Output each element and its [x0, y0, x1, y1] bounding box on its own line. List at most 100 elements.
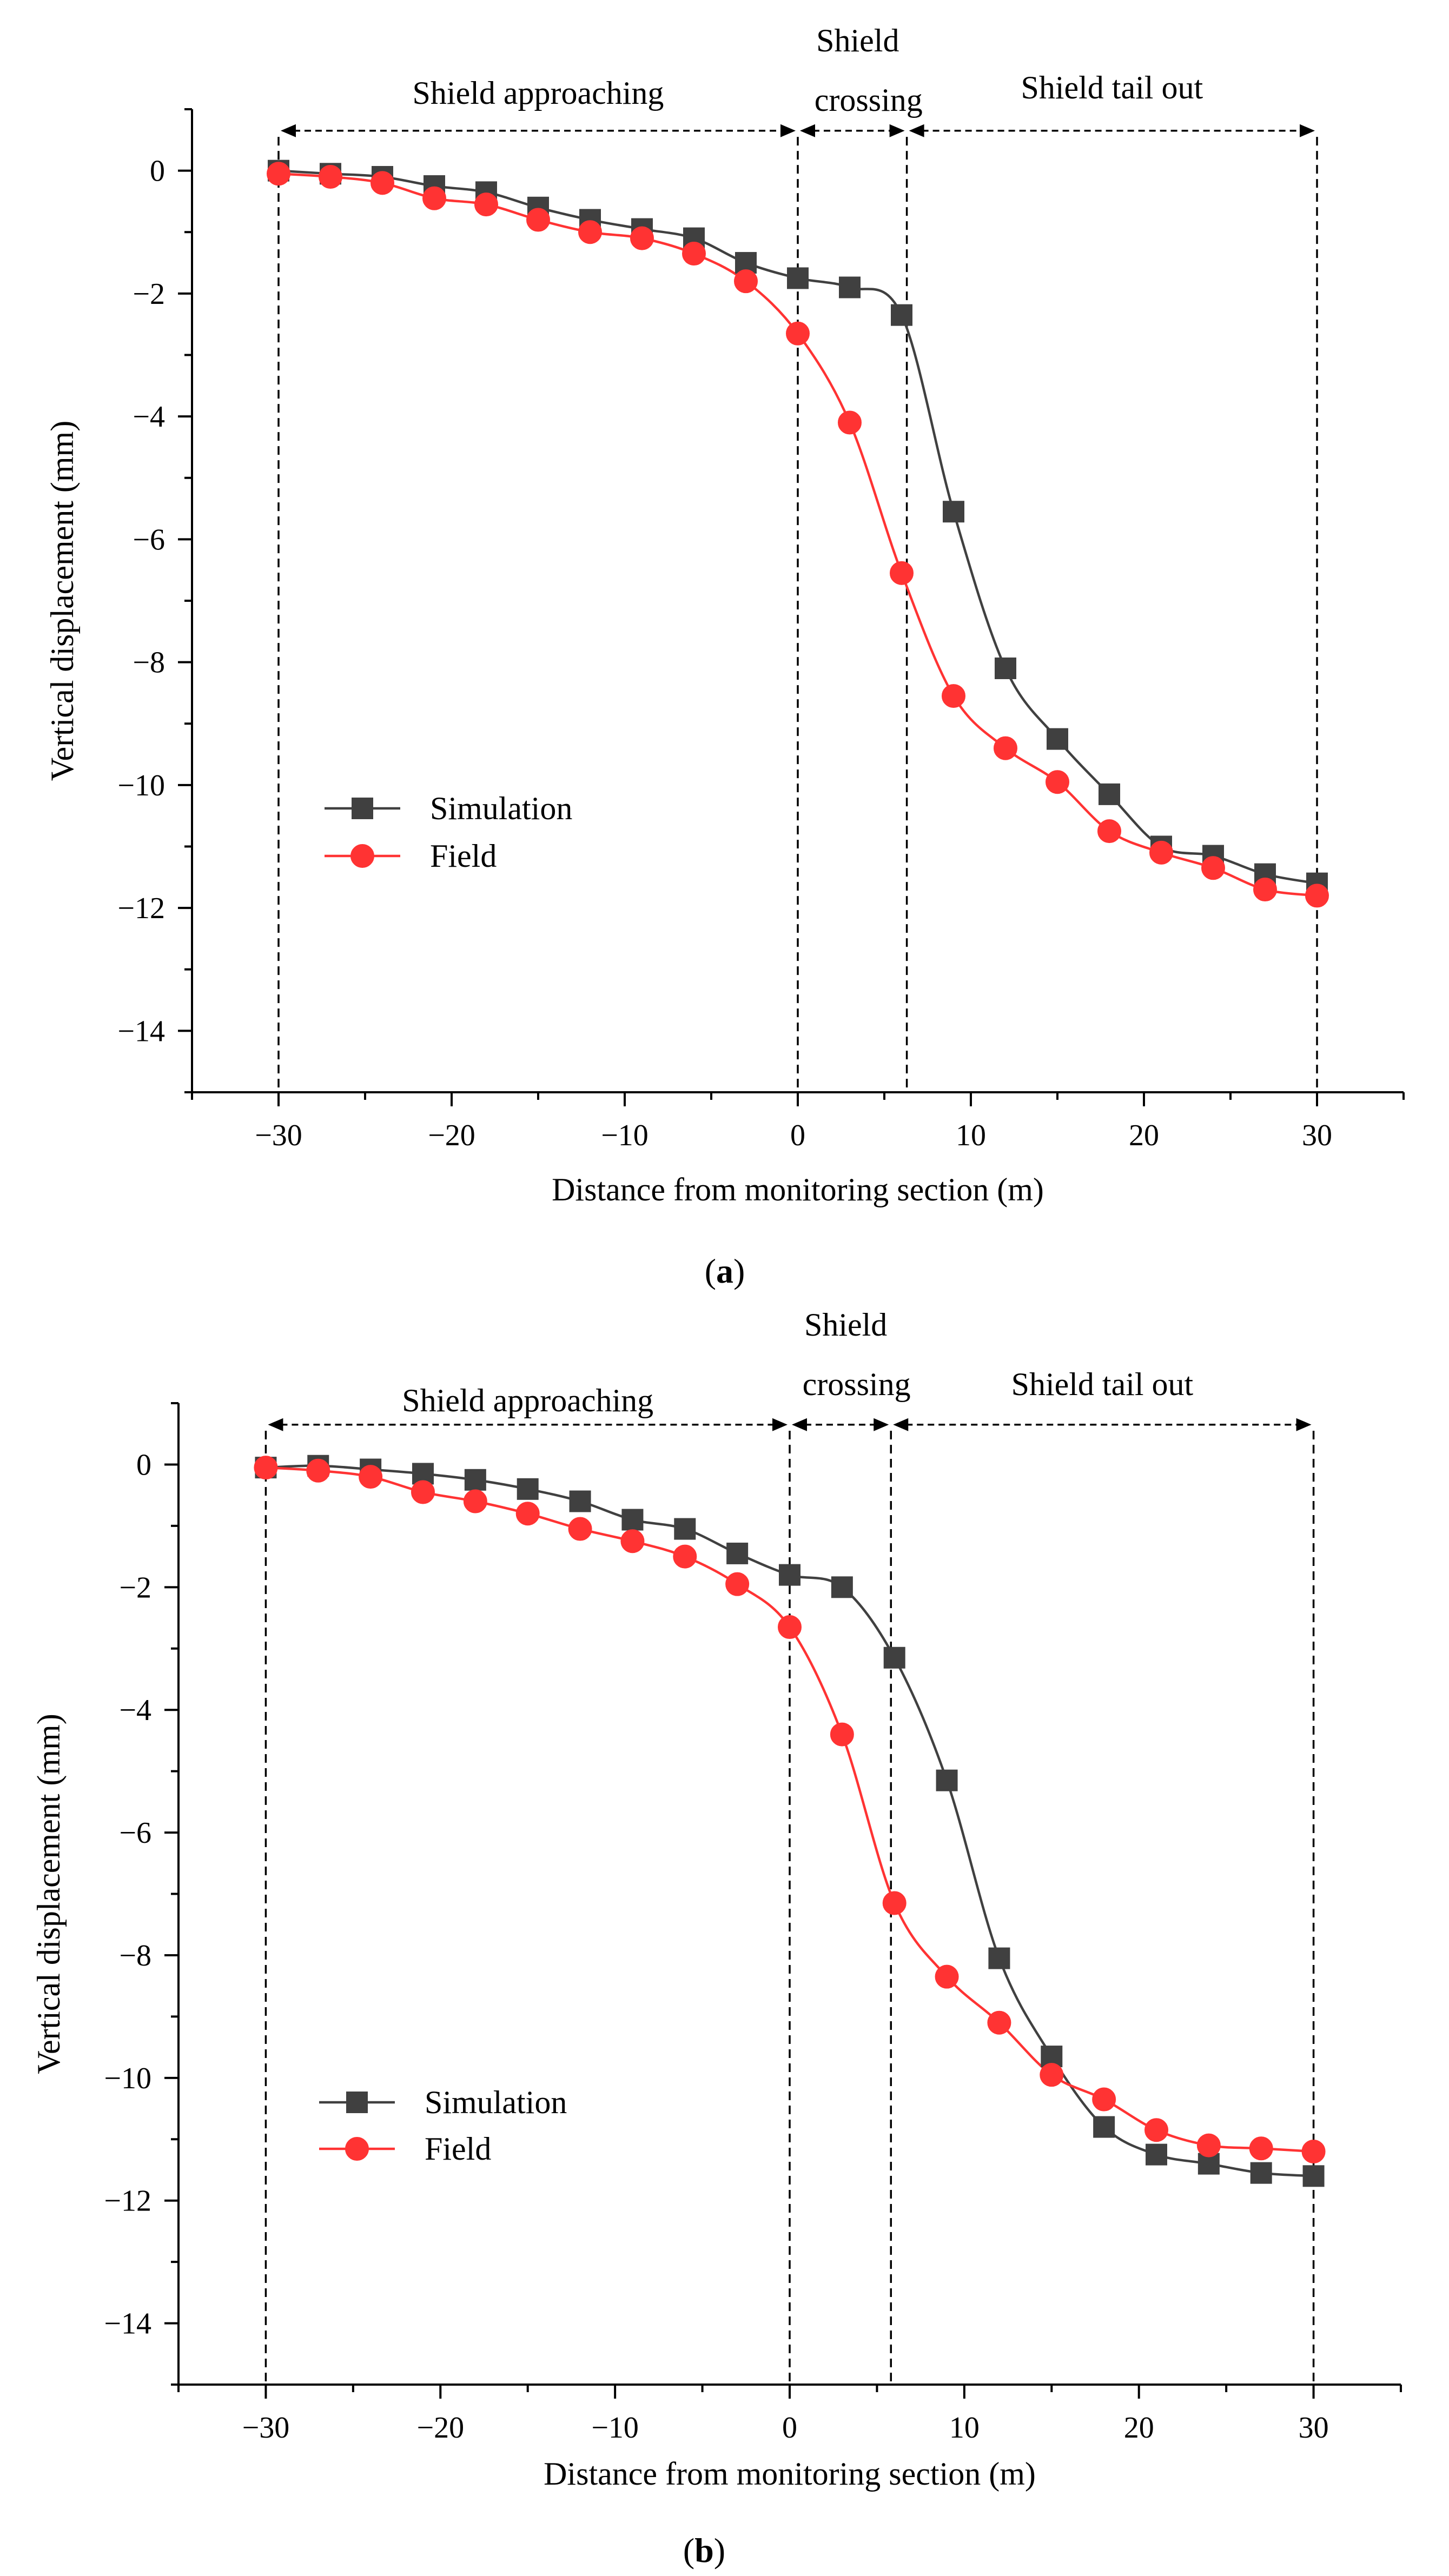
- data-point-simulation: [1047, 728, 1068, 750]
- region-arrowhead: [772, 1418, 788, 1431]
- y-tick-label: −6: [119, 1816, 151, 1850]
- region-arrowhead: [874, 1418, 889, 1431]
- data-point-simulation: [1146, 2143, 1167, 2166]
- data-point-field: [319, 164, 342, 189]
- data-point-field: [463, 1489, 487, 1513]
- data-point-field: [474, 192, 498, 217]
- x-tick-label: −30: [255, 1119, 302, 1152]
- data-point-field: [725, 1572, 750, 1596]
- x-tick-label: −10: [591, 2411, 639, 2445]
- y-tick-label: −4: [133, 400, 165, 434]
- x-tick-label: 30: [1299, 2411, 1329, 2445]
- data-point-field: [786, 321, 810, 346]
- data-point-field: [359, 1465, 383, 1489]
- legend-marker: [350, 844, 374, 868]
- y-axis-title: Vertical displacement (mm): [44, 421, 80, 781]
- region-label: crossing: [803, 1366, 911, 1402]
- region-arrowhead: [1300, 124, 1315, 137]
- legend-label: Field: [430, 838, 497, 874]
- region-label: Shield tail out: [1021, 70, 1203, 105]
- data-point-simulation: [943, 501, 964, 523]
- x-tick-label: 0: [782, 2411, 797, 2445]
- data-point-simulation: [569, 1490, 591, 1512]
- data-point-simulation: [995, 657, 1016, 679]
- region-label: Shield: [816, 23, 899, 58]
- data-point-field: [1040, 2063, 1064, 2087]
- x-tick-label: 30: [1302, 1119, 1332, 1152]
- region-arrowhead: [268, 1418, 283, 1431]
- data-point-simulation: [831, 1576, 853, 1598]
- data-point-field: [515, 1502, 540, 1526]
- data-point-field: [673, 1544, 697, 1569]
- data-point-field: [987, 2010, 1011, 2035]
- chart-panel-b: (b) −30 −20 −10 0 10 20 30 0 −2 −4 −6 −8 −10 −12 −14 Di…: [31, 1307, 1402, 2570]
- x-tick-label: −20: [428, 1119, 475, 1152]
- legend-marker: [346, 2092, 368, 2113]
- legend-marker: [352, 798, 373, 819]
- data-point-simulation: [1302, 2165, 1325, 2187]
- y-tick-label: −8: [133, 646, 165, 680]
- x-axis-title: Distance from monitoring section (m): [544, 2456, 1036, 2492]
- y-tick-label: −12: [117, 892, 165, 925]
- x-tick-label: 20: [1129, 1119, 1159, 1152]
- region-arrowhead: [792, 1418, 807, 1431]
- data-point-simulation: [988, 1947, 1010, 1969]
- region-arrowhead: [909, 124, 924, 137]
- x-tick-label: 10: [949, 2411, 980, 2445]
- data-point-field: [1149, 840, 1173, 865]
- y-tick-label: −6: [133, 523, 165, 556]
- data-point-field: [682, 242, 706, 266]
- data-point-simulation: [1099, 783, 1120, 805]
- y-tick-label: −2: [119, 1571, 151, 1604]
- region-arrowhead: [780, 124, 796, 137]
- series-line-field: [266, 1466, 1314, 2153]
- data-point-simulation: [839, 276, 861, 298]
- series-line-field: [278, 172, 1318, 897]
- data-point-field: [734, 269, 758, 294]
- y-tick-label: −10: [117, 769, 165, 802]
- data-point-simulation: [883, 1646, 905, 1669]
- y-tick-label: −14: [117, 1014, 165, 1048]
- y-tick-label: −10: [104, 2062, 151, 2095]
- y-tick-label: 0: [150, 155, 165, 188]
- y-tick-label: −8: [119, 1939, 151, 1973]
- data-point-field: [411, 1480, 435, 1504]
- data-point-field: [526, 208, 550, 232]
- region-label: Shield: [804, 1307, 887, 1343]
- panel-label-a: (a): [705, 1252, 745, 1290]
- y-tick-label: −2: [133, 277, 165, 311]
- panel-label-b: (b): [683, 2531, 725, 2570]
- data-point-simulation: [621, 1509, 644, 1531]
- x-tick-label: 0: [790, 1119, 805, 1152]
- x-tick-label: 10: [956, 1119, 986, 1152]
- data-point-field: [1196, 2133, 1221, 2157]
- data-point-field: [935, 1964, 959, 1989]
- x-tick-label: −10: [601, 1119, 649, 1152]
- data-point-field: [1046, 770, 1069, 794]
- data-point-field: [1144, 2118, 1168, 2142]
- data-point-field: [568, 1517, 592, 1541]
- region-arrowhead: [1296, 1418, 1312, 1431]
- data-point-field: [306, 1458, 330, 1483]
- region-label: crossing: [815, 82, 923, 118]
- data-point-field: [1092, 2087, 1116, 2112]
- y-tick-label: −14: [104, 2307, 151, 2341]
- region-arrowhead: [889, 124, 905, 137]
- region-label: Shield tail out: [1011, 1366, 1194, 1402]
- data-point-field: [1249, 2136, 1273, 2161]
- data-point-field: [630, 226, 654, 250]
- data-point-field: [882, 1891, 907, 1915]
- y-axis-title: Vertical displacement (mm): [31, 1714, 67, 2074]
- data-point-field: [578, 220, 602, 244]
- region-label: Shield approaching: [402, 1383, 653, 1418]
- region-arrowhead: [800, 124, 815, 137]
- x-tick-label: 20: [1124, 2411, 1154, 2445]
- data-point-field: [994, 736, 1017, 760]
- data-point-field: [942, 684, 965, 708]
- x-tick-label: −20: [416, 2411, 464, 2445]
- legend-marker: [345, 2137, 369, 2161]
- legend-label: Simulation: [425, 2084, 567, 2120]
- data-point-field: [254, 1456, 278, 1480]
- legend-label: Simulation: [430, 791, 572, 826]
